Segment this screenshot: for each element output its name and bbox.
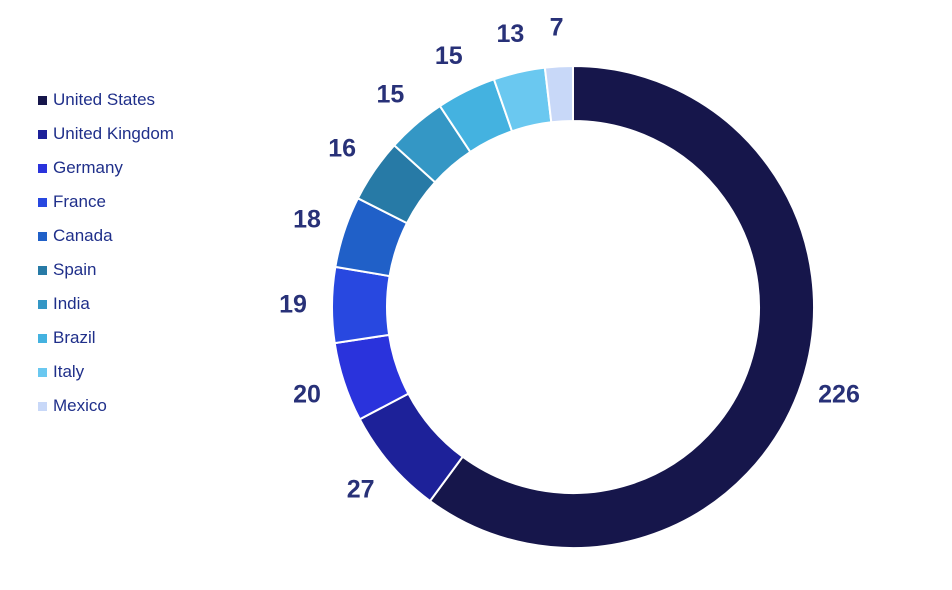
legend-item-brazil: Brazil <box>38 326 174 360</box>
legend-item-canada: Canada <box>38 224 174 258</box>
data-label-france: 19 <box>279 291 307 319</box>
legend-swatch <box>38 300 47 309</box>
slice-united-states <box>428 64 815 549</box>
data-label-canada: 18 <box>293 206 321 234</box>
legend-label: United Kingdom <box>53 124 174 143</box>
legend-swatch <box>38 402 47 411</box>
legend-item-india: India <box>38 292 174 326</box>
legend-label: France <box>53 192 106 211</box>
data-label-germany: 20 <box>293 380 321 408</box>
data-label-united-kingdom: 27 <box>347 476 375 504</box>
legend-item-italy: Italy <box>38 360 174 394</box>
legend-swatch <box>38 232 47 241</box>
legend-label: United States <box>53 90 156 109</box>
legend-item-mexico: Mexico <box>38 394 174 428</box>
legend-swatch <box>38 96 47 105</box>
legend-label: Brazil <box>53 328 96 347</box>
chart-legend: United States United Kingdom Germany France… <box>38 88 174 428</box>
legend-swatch <box>38 164 47 173</box>
legend-swatch <box>38 266 47 275</box>
legend-label: Italy <box>53 362 85 381</box>
legend-item-united-states: United States <box>38 88 174 122</box>
legend-item-united-kingdom: United Kingdom <box>38 122 174 156</box>
data-label-brazil: 15 <box>435 42 463 70</box>
data-label-spain: 16 <box>328 135 356 163</box>
legend-label: Spain <box>53 260 97 279</box>
legend-swatch <box>38 334 47 343</box>
legend-label: India <box>53 294 90 313</box>
legend-item-germany: Germany <box>38 156 174 190</box>
legend-swatch <box>38 130 47 139</box>
slice-mexico <box>543 64 574 124</box>
legend-item-france: France <box>38 190 174 224</box>
data-label-italy: 13 <box>496 20 524 48</box>
legend-swatch <box>38 198 47 207</box>
legend-swatch <box>38 368 47 377</box>
data-label-mexico: 7 <box>550 13 564 41</box>
legend-label: Mexico <box>53 396 107 415</box>
data-label-united-states: 226 <box>818 380 860 408</box>
data-label-india: 15 <box>377 81 405 109</box>
legend-label: Canada <box>53 226 113 245</box>
legend-item-spain: Spain <box>38 258 174 292</box>
legend-label: Germany <box>53 158 123 177</box>
slice-france <box>331 265 391 345</box>
